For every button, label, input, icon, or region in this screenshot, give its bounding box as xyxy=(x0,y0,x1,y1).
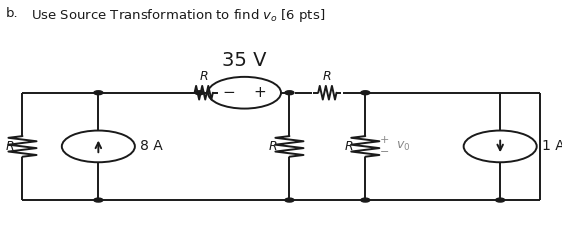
Circle shape xyxy=(195,91,204,95)
Circle shape xyxy=(94,91,103,95)
Text: −: − xyxy=(223,85,235,100)
Text: +: + xyxy=(253,85,266,100)
Text: b.: b. xyxy=(6,7,18,20)
Text: 1 A: 1 A xyxy=(542,139,562,153)
Text: −: − xyxy=(379,148,389,157)
Text: 35 V: 35 V xyxy=(222,51,267,71)
Text: R: R xyxy=(269,140,277,153)
Text: $v_0$: $v_0$ xyxy=(396,140,411,153)
Circle shape xyxy=(496,198,505,202)
Text: R: R xyxy=(200,70,208,83)
Text: Use Source Transformation to find $v_o$ [6 pts]: Use Source Transformation to find $v_o$ … xyxy=(31,7,325,24)
Text: 8 A: 8 A xyxy=(140,139,163,153)
Circle shape xyxy=(94,198,103,202)
Circle shape xyxy=(285,198,294,202)
Circle shape xyxy=(361,198,370,202)
Text: +: + xyxy=(379,135,389,145)
Circle shape xyxy=(361,91,370,95)
Text: R: R xyxy=(345,140,353,153)
Text: R: R xyxy=(323,70,332,83)
Circle shape xyxy=(285,91,294,95)
Text: R: R xyxy=(6,140,14,153)
